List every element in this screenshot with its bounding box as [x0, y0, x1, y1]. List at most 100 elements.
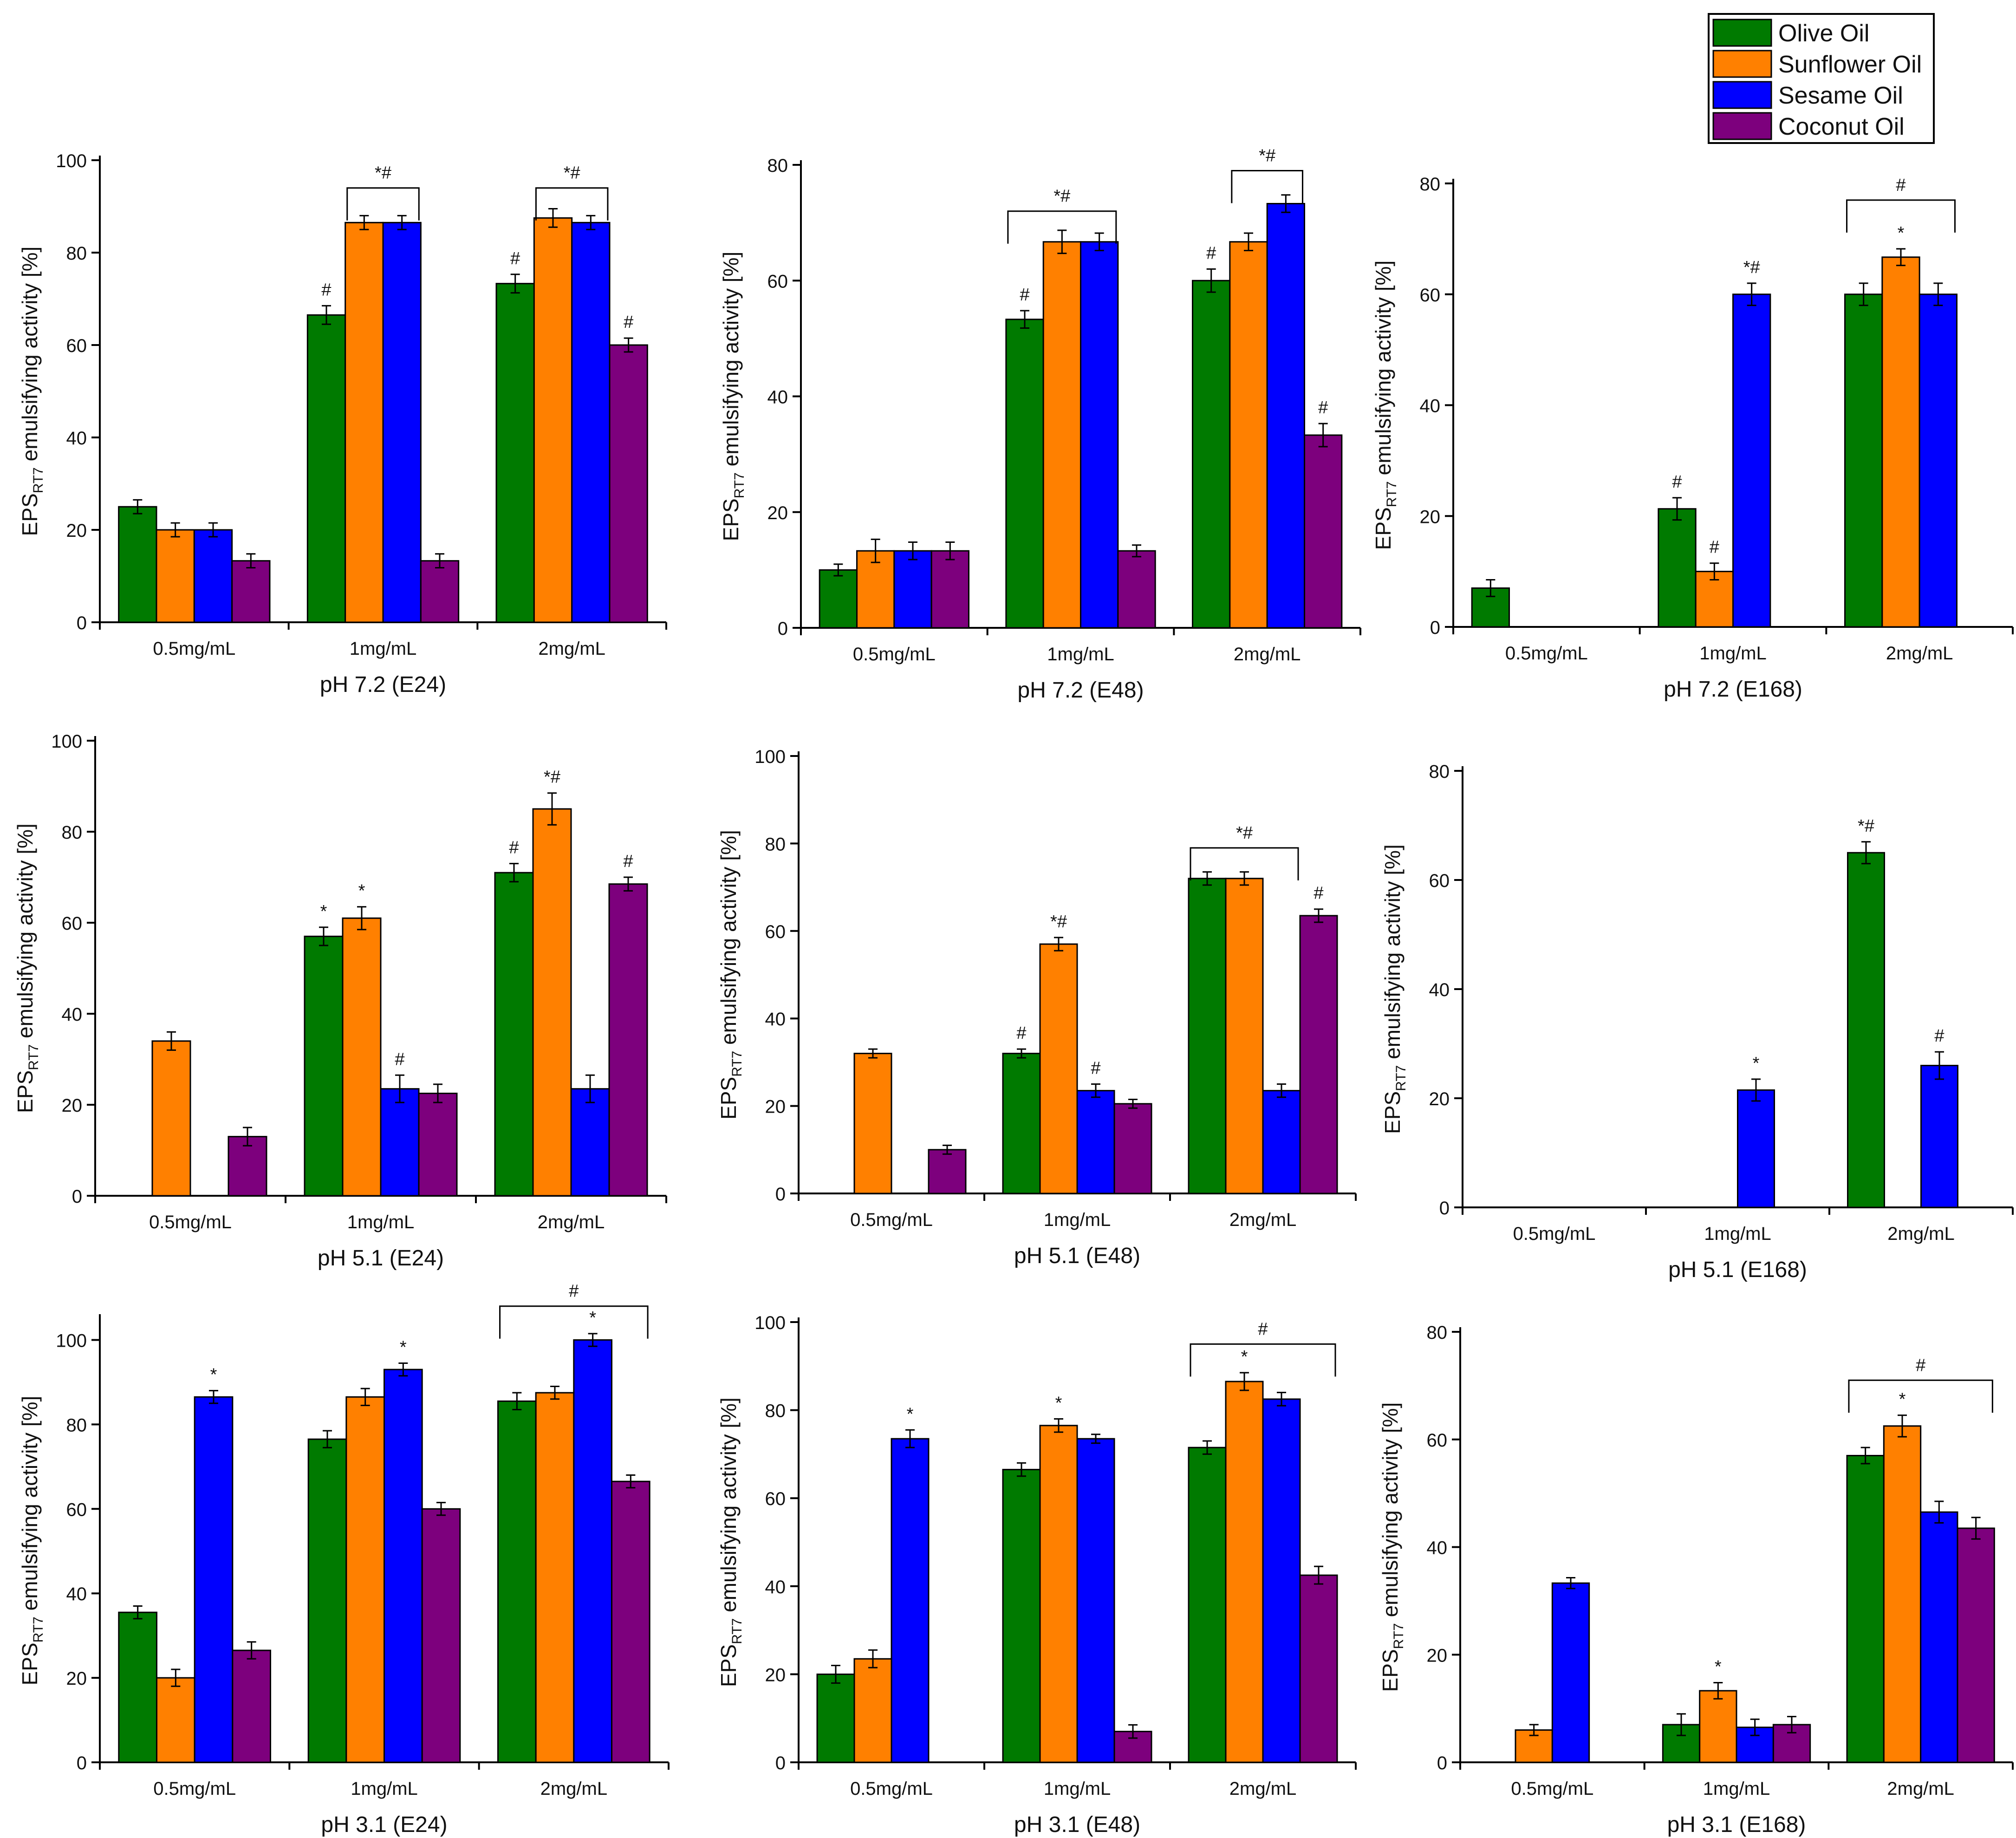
y-tick-label: 60: [765, 922, 786, 942]
bracket-label: #: [1258, 1319, 1268, 1339]
bar: [1188, 878, 1227, 1194]
y-tick-label: 20: [66, 521, 87, 541]
x-tick-label: 1mg/mL: [347, 1212, 415, 1232]
x-tick-label: 2mg/mL: [538, 639, 605, 659]
bar: [928, 1149, 967, 1194]
significance-mark: #: [510, 249, 520, 268]
chart-panel: 0 20 40 60 80 0.5mg/mL 1mg/mL 2mg/mL pH 3.1 (E16…: [1378, 1323, 2014, 1837]
chart-panel: 0 20 40 60 80 100 0.5mg/mL 1mg/mL 2mg/mL pH 3.1 (…: [18, 1282, 670, 1837]
bar: [306, 314, 346, 623]
bar: [342, 917, 382, 1197]
bar: [194, 1396, 234, 1763]
y-tick-label: 40: [66, 1584, 87, 1604]
y-tick-label: 20: [1420, 507, 1441, 527]
bar: [118, 506, 157, 623]
x-tick-label: 2mg/mL: [1229, 1210, 1297, 1230]
bar: [535, 1392, 575, 1763]
chart-title: pH 7.2 (E24): [320, 672, 446, 697]
legend-swatch: [1712, 112, 1772, 140]
bar: [609, 344, 648, 623]
significance-mark: #: [623, 852, 633, 871]
x-tick-label: 0.5mg/mL: [153, 1779, 236, 1799]
x-tick-label: 2mg/mL: [1887, 1224, 1955, 1244]
bar: [856, 550, 895, 629]
bar: [819, 569, 858, 629]
significance-mark: *: [1753, 1054, 1760, 1073]
bar: [1551, 1582, 1590, 1763]
bar: [156, 1677, 195, 1763]
chart-panel: 0 20 40 60 80 0.5mg/mL 1mg/mL 2mg/mL pH 7.2 (E16…: [1371, 174, 2014, 702]
bar: [231, 560, 271, 623]
bar: [1113, 1103, 1152, 1194]
x-tick-label: 2mg/mL: [540, 1779, 608, 1799]
bar: [384, 1369, 423, 1763]
bar: [1847, 852, 1885, 1208]
significance-bracket: [1190, 1343, 1336, 1377]
y-tick-label: 0: [1437, 1753, 1447, 1773]
bar: [608, 883, 648, 1197]
y-tick-label: 0: [77, 1753, 87, 1773]
significance-mark: #: [509, 838, 519, 858]
legend-swatch: [1712, 19, 1772, 47]
bar: [1225, 1381, 1264, 1763]
bar: [1042, 241, 1082, 629]
bar: [611, 1480, 650, 1763]
bar: [1846, 1455, 1885, 1763]
y-axis-label: EPSRT7 emulsifying activity [%]: [1371, 261, 1399, 550]
bar: [1658, 508, 1697, 628]
bar: [1918, 293, 1957, 628]
chart-title: pH 3.1 (E168): [1667, 1812, 1806, 1837]
bar: [494, 872, 534, 1197]
bracket-label: *#: [564, 163, 580, 183]
x-tick-label: 1mg/mL: [1699, 643, 1767, 664]
y-tick-label: 40: [765, 1009, 786, 1030]
significance-bracket: [1848, 1379, 1993, 1413]
y-tick-label: 0: [72, 1186, 82, 1207]
chart-panel: 0 20 40 60 80 100 0.5mg/mL 1mg/mL 2mg/mL pH 3.1 (…: [716, 1313, 1357, 1837]
bar: [570, 1088, 610, 1197]
y-tick-label: 0: [775, 1184, 786, 1205]
significance-mark: *: [1241, 1347, 1248, 1367]
bar: [1002, 1053, 1041, 1194]
chart-panel: 0 20 40 60 80 0.5mg/mL 1mg/mL 2mg/mL pH 5.1 (E16…: [1380, 762, 2014, 1282]
y-tick-label: 0: [1430, 618, 1440, 638]
y-tick-label: 0: [775, 1753, 786, 1773]
bar: [1737, 1089, 1775, 1208]
significance-bracket: [499, 1305, 649, 1339]
x-tick-label: 0.5mg/mL: [1511, 1779, 1593, 1799]
x-tick-label: 2mg/mL: [538, 1212, 605, 1232]
bar: [1732, 293, 1771, 628]
bar: [1262, 1398, 1301, 1763]
significance-mark: *#: [1858, 816, 1874, 836]
bar: [816, 1673, 855, 1763]
bar: [1039, 943, 1078, 1194]
y-tick-label: 40: [1429, 980, 1450, 1000]
x-tick-label: 0.5mg/mL: [149, 1212, 232, 1232]
bar: [232, 1649, 272, 1763]
chart-title: pH 5.1 (E48): [1014, 1244, 1140, 1268]
significance-mark: *#: [1050, 912, 1067, 932]
bracket-label: *#: [375, 163, 391, 183]
chart-title: pH 5.1 (E168): [1668, 1258, 1807, 1282]
bar: [891, 1438, 930, 1763]
y-axis-label: EPSRT7 emulsifying activity [%]: [1378, 1402, 1406, 1692]
bar: [1881, 256, 1920, 628]
y-tick-label: 80: [66, 1415, 87, 1435]
significance-mark: #: [1672, 472, 1682, 492]
y-tick-label: 0: [778, 619, 788, 639]
y-axis-label: EPSRT7 emulsifying activity [%]: [719, 252, 747, 541]
y-axis-label: EPSRT7 emulsifying activity [%]: [18, 247, 46, 536]
y-tick-label: 0: [77, 613, 87, 633]
bar: [1883, 1425, 1922, 1763]
significance-mark: *#: [544, 768, 560, 787]
significance-mark: #: [1710, 538, 1719, 557]
bracket-label: *#: [1236, 823, 1253, 843]
bar: [532, 808, 572, 1197]
significance-mark: *: [210, 1365, 217, 1385]
y-tick-label: 60: [62, 913, 83, 934]
bar: [1299, 1574, 1338, 1763]
significance-mark: *: [1055, 1394, 1062, 1413]
x-tick-label: 1mg/mL: [1704, 1224, 1771, 1244]
bracket-label: *#: [1259, 146, 1275, 165]
y-tick-label: 80: [62, 822, 83, 843]
